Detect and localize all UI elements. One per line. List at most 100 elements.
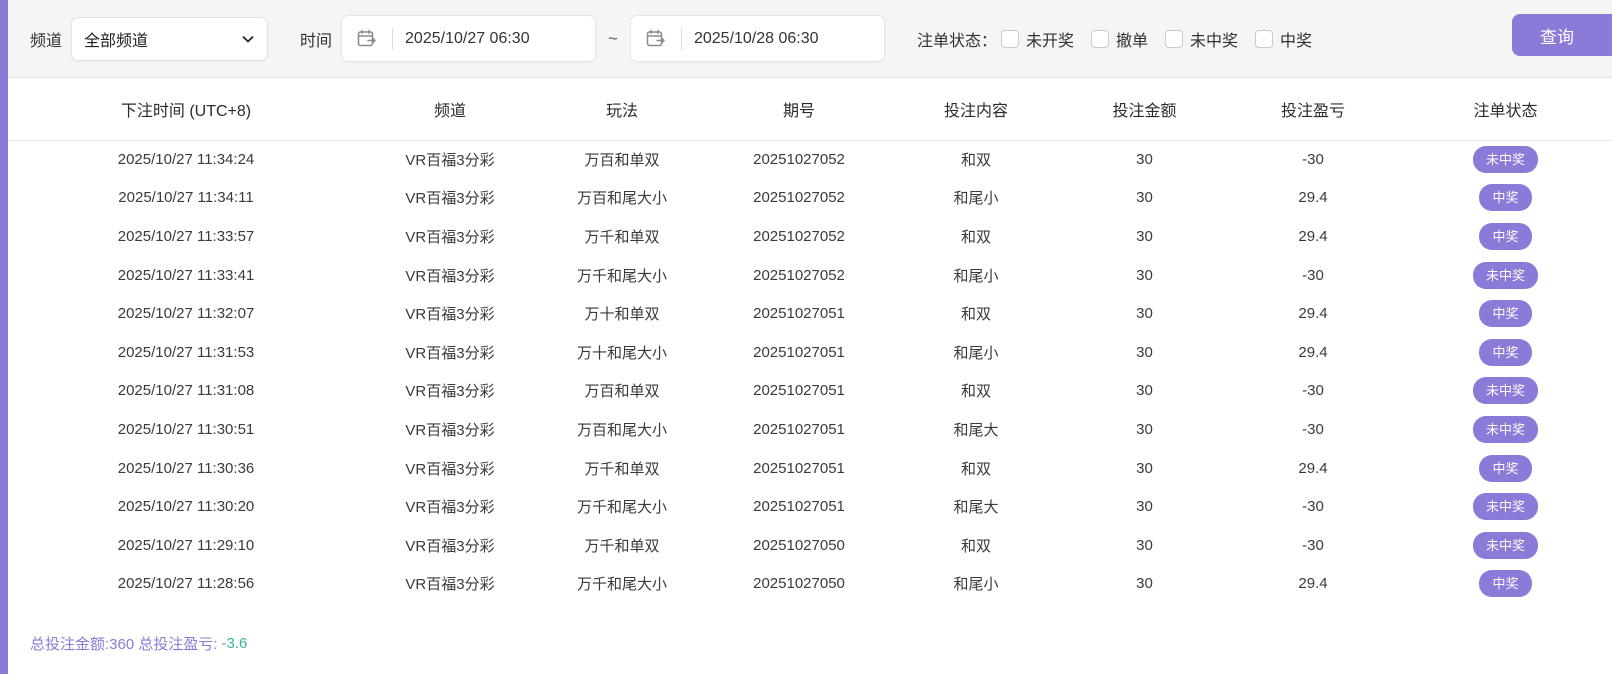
cell-period: 20251027052 bbox=[708, 217, 890, 256]
cell-bet-time: 2025/10/27 11:29:10 bbox=[8, 525, 364, 565]
cell-bet-status: 未中奖 bbox=[1399, 525, 1612, 565]
summary-text: 总投注金额:360 总投注盈亏: bbox=[30, 636, 218, 653]
calendar-icon bbox=[645, 28, 667, 50]
summary-footer: 总投注金额:360 总投注盈亏: -3.6 bbox=[8, 613, 1612, 674]
cell-channel: VR百福3分彩 bbox=[364, 294, 536, 333]
cell-bet-amount: 30 bbox=[1062, 448, 1227, 488]
cell-period: 20251027050 bbox=[708, 525, 890, 565]
cell-period: 20251027051 bbox=[708, 332, 890, 372]
table-row[interactable]: 2025/10/27 11:31:53 VR百福3分彩 万十和尾大小 20251027… bbox=[8, 332, 1612, 372]
checkbox-icon[interactable] bbox=[1000, 29, 1019, 48]
summary-profit-loss-value: -3.6 bbox=[221, 635, 248, 652]
cell-play-type: 万百和单双 bbox=[536, 140, 708, 179]
table-row[interactable]: 2025/10/27 11:30:20 VR百福3分彩 万千和尾大小 20251027… bbox=[8, 487, 1612, 526]
cell-bet-time: 2025/10/27 11:30:36 bbox=[8, 448, 364, 488]
cell-bet-status: 未中奖 bbox=[1399, 410, 1612, 449]
cell-play-type: 万十和尾大小 bbox=[536, 332, 708, 372]
cell-channel: VR百福3分彩 bbox=[364, 410, 536, 449]
date-start-input[interactable]: 2025/10/27 06:30 bbox=[341, 15, 597, 62]
cell-profit-loss: 29.4 bbox=[1227, 294, 1399, 333]
table-row[interactable]: 2025/10/27 11:30:51 VR百福3分彩 万百和尾大小 20251027… bbox=[8, 410, 1612, 449]
table-row[interactable]: 2025/10/27 11:29:10 VR百福3分彩 万千和单双 202510270… bbox=[8, 525, 1612, 565]
status-badge: 未中奖 bbox=[1472, 415, 1538, 443]
table-row[interactable]: 2025/10/27 11:28:56 VR百福3分彩 万千和尾大小 20251027… bbox=[8, 564, 1612, 604]
status-checkbox-weizhongjiang[interactable]: 未中奖 bbox=[1165, 27, 1238, 51]
channel-select-value: 全部频道 bbox=[84, 32, 149, 50]
cell-profit-loss: 29.4 bbox=[1227, 178, 1399, 218]
cell-bet-content: 和双 bbox=[890, 140, 1062, 179]
cell-bet-content: 和尾大 bbox=[890, 487, 1062, 526]
cell-bet-content: 和尾小 bbox=[890, 332, 1062, 372]
cell-channel: VR百福3分彩 bbox=[364, 487, 536, 526]
cell-bet-content: 和双 bbox=[890, 371, 1062, 411]
table-row[interactable]: 2025/10/27 11:30:36 VR百福3分彩 万千和单双 202510270… bbox=[8, 448, 1612, 488]
status-checkbox-chedan[interactable]: 撤单 bbox=[1091, 27, 1148, 51]
date-end-input[interactable]: 2025/10/28 06:30 bbox=[629, 15, 885, 62]
cell-bet-amount: 30 bbox=[1062, 178, 1227, 218]
checkbox-icon[interactable] bbox=[1165, 29, 1184, 48]
cell-bet-time: 2025/10/27 11:34:24 bbox=[8, 140, 364, 179]
cell-channel: VR百福3分彩 bbox=[364, 217, 536, 256]
cell-profit-loss: -30 bbox=[1227, 487, 1399, 526]
cell-bet-content: 和尾小 bbox=[890, 178, 1062, 218]
cell-channel: VR百福3分彩 bbox=[364, 332, 536, 372]
query-button[interactable]: 查询 bbox=[1512, 14, 1612, 56]
cell-period: 20251027050 bbox=[708, 564, 890, 604]
cell-profit-loss: -30 bbox=[1227, 525, 1399, 565]
checkbox-icon[interactable] bbox=[1255, 29, 1274, 48]
cell-bet-time: 2025/10/27 11:31:53 bbox=[8, 332, 364, 372]
cell-bet-amount: 30 bbox=[1062, 410, 1227, 449]
table-row[interactable]: 2025/10/27 11:31:08 VR百福3分彩 万百和单双 202510270… bbox=[8, 371, 1612, 411]
channel-select[interactable]: 全部频道 bbox=[71, 16, 269, 61]
time-label: 时间 bbox=[300, 32, 333, 50]
status-checkbox-label: 未开奖 bbox=[1025, 32, 1074, 50]
status-badge: 中奖 bbox=[1479, 570, 1532, 598]
table-row[interactable]: 2025/10/27 11:34:11 VR百福3分彩 万百和尾大小 20251027… bbox=[8, 178, 1612, 218]
date-start-value: 2025/10/27 06:30 bbox=[405, 29, 530, 47]
cell-bet-status: 未中奖 bbox=[1399, 255, 1612, 295]
cell-play-type: 万千和尾大小 bbox=[536, 564, 708, 604]
cell-play-type: 万千和单双 bbox=[536, 217, 708, 256]
status-badge: 中奖 bbox=[1479, 222, 1532, 250]
table-body: 2025/10/27 11:34:24 VR百福3分彩 万百和单双 202510270… bbox=[8, 140, 1612, 604]
cell-bet-time: 2025/10/27 11:32:07 bbox=[8, 294, 364, 333]
cell-period: 20251027051 bbox=[708, 448, 890, 488]
date-end-value: 2025/10/28 06:30 bbox=[693, 29, 819, 47]
status-checkbox-zhongjiang[interactable]: 中奖 bbox=[1255, 27, 1312, 51]
date-divider bbox=[392, 27, 394, 50]
cell-bet-time: 2025/10/27 11:28:56 bbox=[8, 564, 364, 604]
cell-profit-loss: 29.4 bbox=[1227, 217, 1399, 256]
status-badge: 中奖 bbox=[1479, 338, 1532, 366]
status-badge: 未中奖 bbox=[1472, 146, 1538, 174]
channel-label: 频道 bbox=[30, 32, 63, 50]
cell-bet-status: 中奖 bbox=[1399, 448, 1612, 488]
column-header-bet-time: 下注时间 (UTC+8) bbox=[8, 78, 364, 141]
table-row[interactable]: 2025/10/27 11:33:41 VR百福3分彩 万千和尾大小 20251027… bbox=[8, 255, 1612, 295]
checkbox-icon[interactable] bbox=[1091, 29, 1109, 48]
cell-bet-content: 和尾小 bbox=[890, 255, 1062, 295]
cell-bet-amount: 30 bbox=[1062, 217, 1227, 256]
table-row[interactable]: 2025/10/27 11:32:07 VR百福3分彩 万十和单双 202510270… bbox=[8, 294, 1612, 333]
cell-bet-amount: 30 bbox=[1062, 332, 1227, 372]
cell-period: 20251027052 bbox=[708, 140, 890, 179]
cell-play-type: 万千和尾大小 bbox=[536, 487, 708, 526]
cell-channel: VR百福3分彩 bbox=[364, 564, 536, 604]
status-badge: 未中奖 bbox=[1472, 377, 1538, 405]
chevron-down-icon bbox=[241, 32, 255, 46]
cell-bet-content: 和双 bbox=[890, 525, 1062, 565]
cell-bet-amount: 30 bbox=[1062, 140, 1227, 179]
cell-bet-amount: 30 bbox=[1062, 487, 1227, 526]
cell-channel: VR百福3分彩 bbox=[364, 140, 536, 179]
column-header-profit-loss: 投注盈亏 bbox=[1227, 78, 1399, 141]
cell-bet-amount: 30 bbox=[1062, 371, 1227, 411]
cell-profit-loss: -30 bbox=[1227, 371, 1399, 411]
table-row[interactable]: 2025/10/27 11:33:57 VR百福3分彩 万千和单双 202510270… bbox=[8, 217, 1612, 256]
table-row[interactable]: 2025/10/27 11:34:24 VR百福3分彩 万百和单双 202510270… bbox=[8, 140, 1612, 179]
status-checkbox-weikaijiang[interactable]: 未开奖 bbox=[1000, 27, 1074, 51]
cell-bet-content: 和双 bbox=[890, 217, 1062, 256]
cell-bet-content: 和尾大 bbox=[890, 410, 1062, 449]
column-header-channel: 频道 bbox=[364, 78, 536, 141]
cell-profit-loss: -30 bbox=[1227, 255, 1399, 295]
cell-bet-time: 2025/10/27 11:30:20 bbox=[8, 487, 364, 526]
